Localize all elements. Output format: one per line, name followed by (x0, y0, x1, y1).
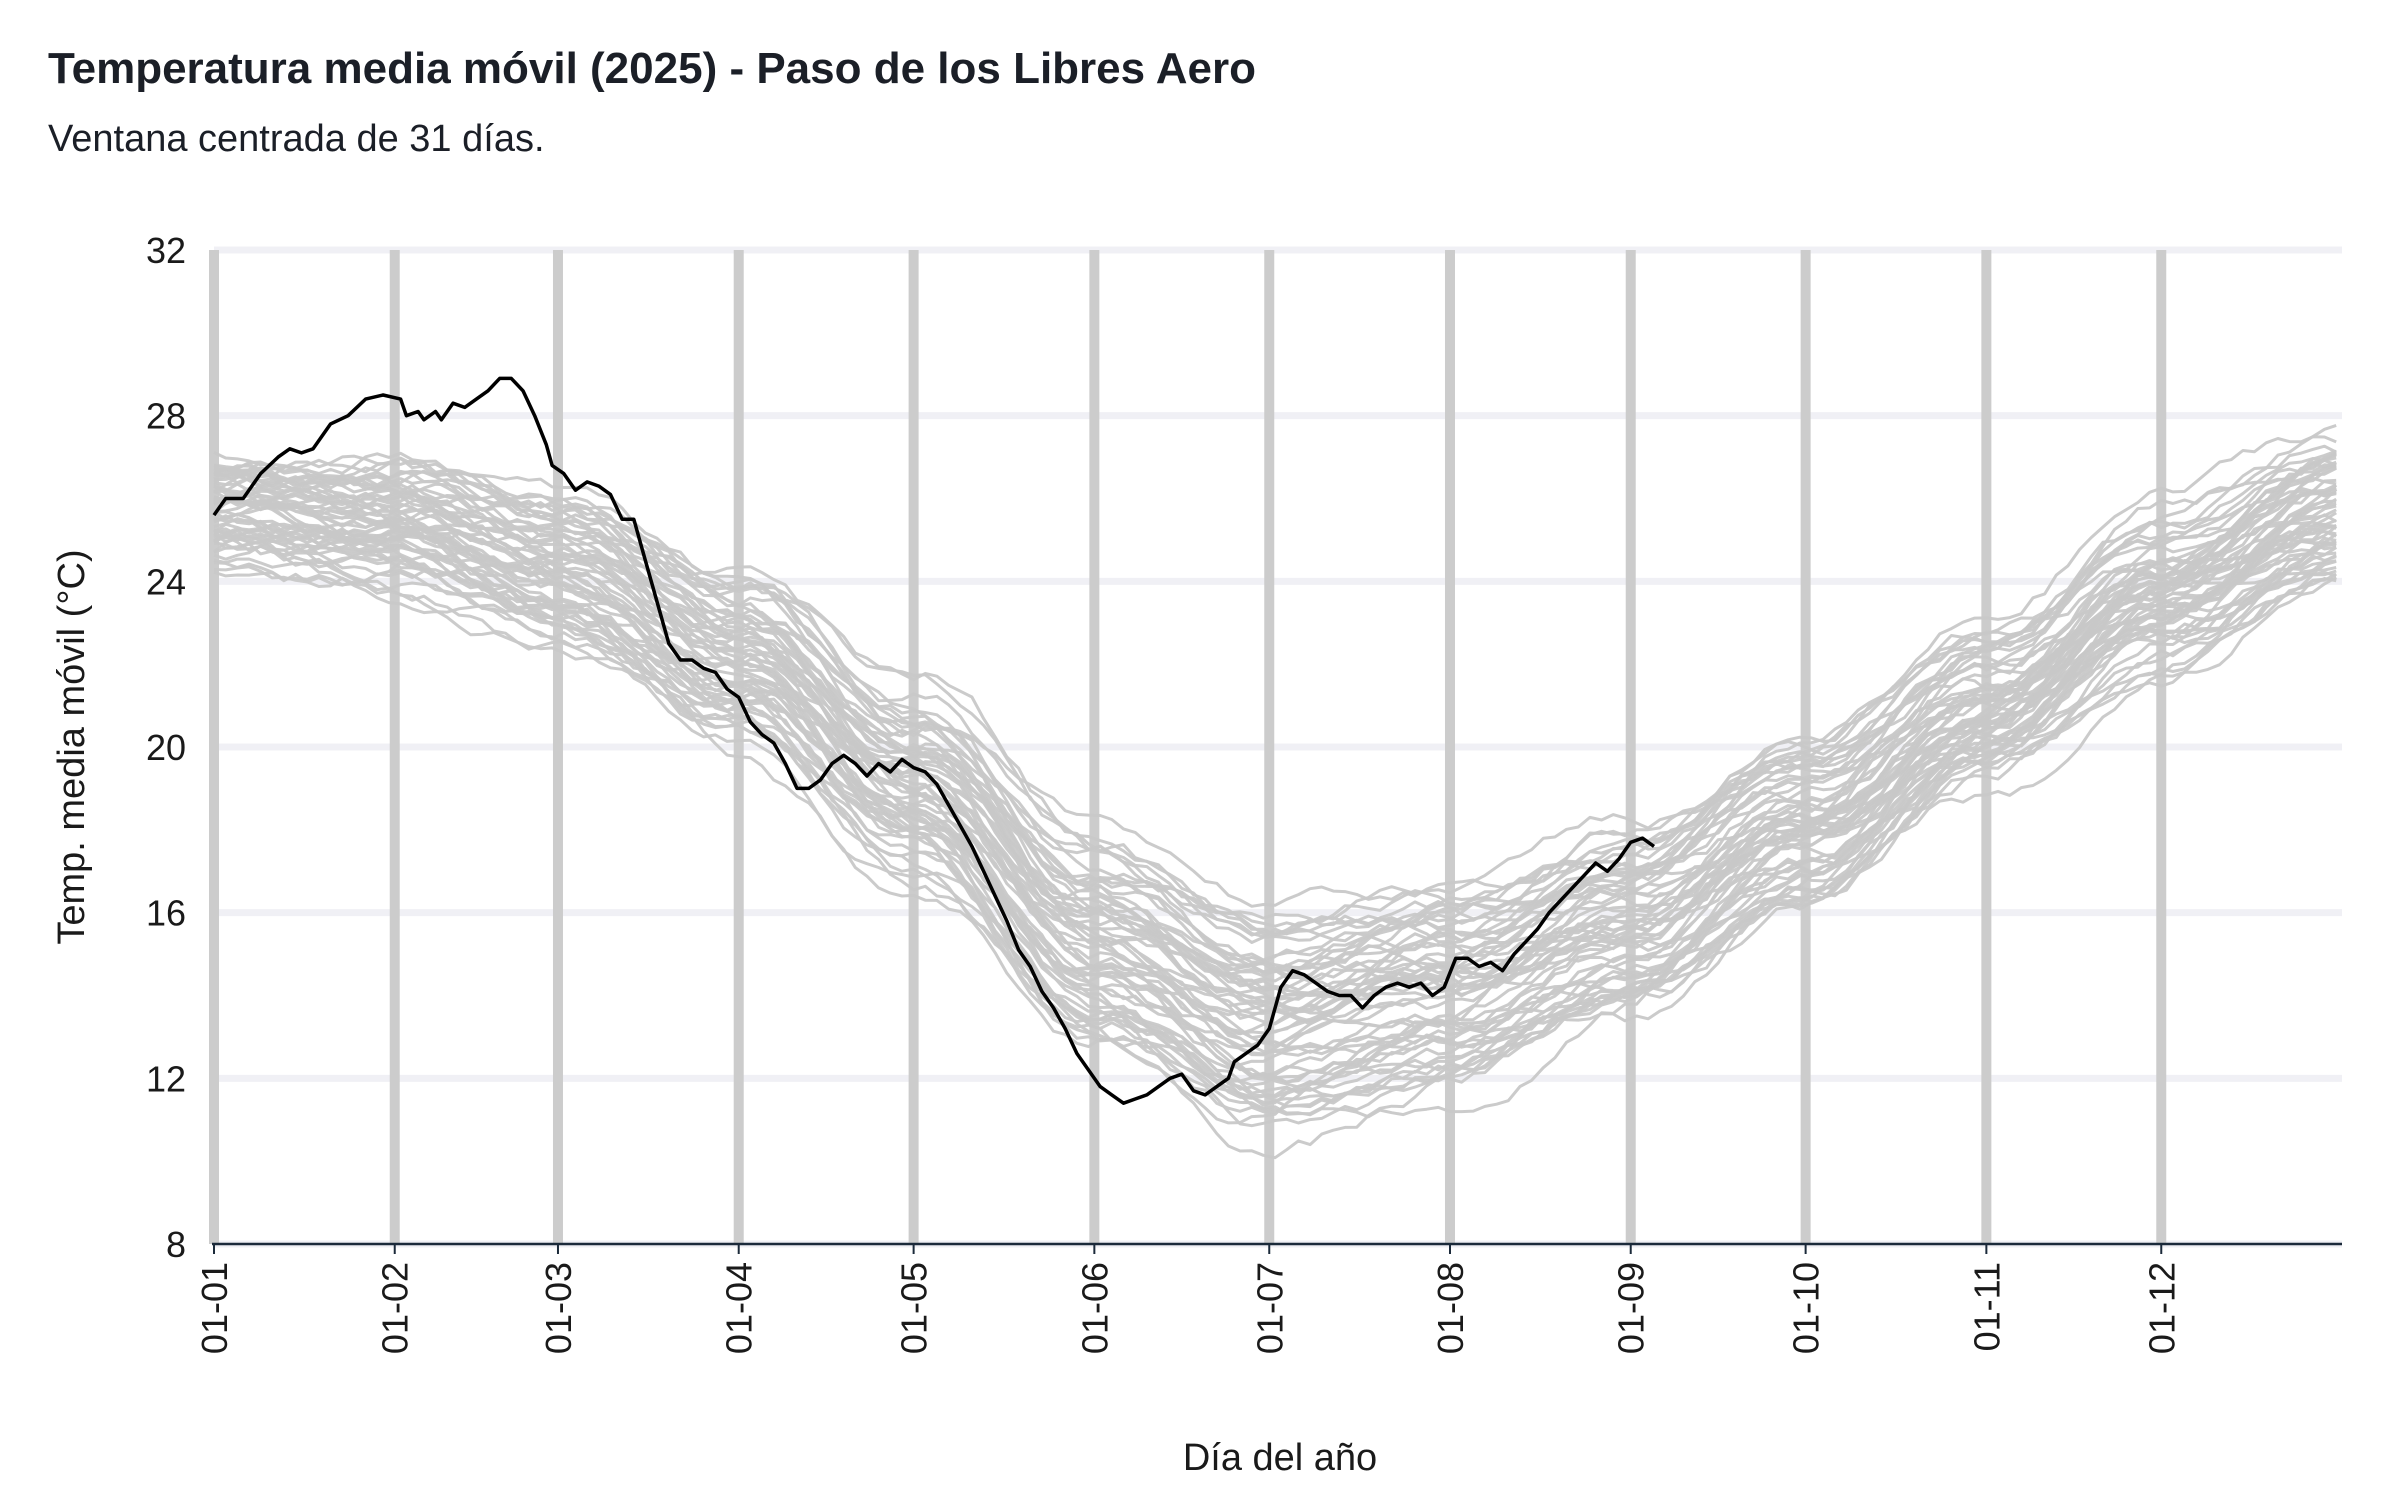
y-tick-label: 24 (146, 561, 186, 602)
historical-year-line (213, 486, 2337, 1089)
y-tick-label: 28 (146, 396, 186, 437)
x-tick-label: 01-05 (894, 1262, 935, 1354)
historical-year-line (213, 514, 2337, 1056)
x-tick-label: 01-10 (1786, 1262, 1827, 1354)
y-tick-label: 8 (166, 1224, 186, 1265)
y-tick-label: 16 (146, 893, 186, 934)
x-axis-label: Día del año (1183, 1437, 1377, 1479)
x-tick-label: 01-11 (1966, 1262, 2007, 1351)
highlight-series (212, 376, 1656, 1105)
historical-year-line (213, 522, 2337, 1087)
historical-year-line (213, 513, 2337, 1125)
x-tick-label: 01-12 (2141, 1262, 2182, 1354)
historical-year-line (213, 452, 2337, 908)
historical-year-line (213, 472, 2337, 1048)
y-tick-labels: 8 12 16 20 24 28 32 (146, 230, 186, 1265)
historical-year-line (213, 521, 2337, 1160)
chart-subtitle: Ventana centrada de 31 días. (48, 118, 545, 160)
historical-year-line (213, 449, 2337, 928)
historical-year-line (213, 459, 2337, 975)
historical-year-line (213, 456, 2337, 998)
x-tick-labels: 01-01 01-02 01-03 01-04 01-05 01-06 01-07 01-08… (194, 1262, 2182, 1354)
historical-year-line (213, 466, 2337, 1035)
y-axis-label: Temp. media móvil (°C) (51, 549, 93, 944)
y-tick-label: 32 (146, 230, 186, 271)
historical-year-line (213, 476, 2337, 983)
historical-year-line (213, 494, 2337, 1017)
historical-year-line (213, 495, 2337, 981)
historical-year-line (213, 508, 2337, 1116)
x-tick-label: 01-09 (1611, 1262, 1652, 1354)
historical-year-line (213, 475, 2337, 1100)
historical-year-line (213, 529, 2337, 1070)
chart-title: Temperatura media móvil (2025) - Paso de… (48, 44, 1256, 93)
historical-year-line (213, 522, 2337, 1102)
x-tick-label: 01-07 (1249, 1262, 1290, 1354)
series-2025-line (212, 376, 1656, 1105)
historical-year-line (213, 454, 2337, 970)
x-tick-label: 01-08 (1430, 1262, 1471, 1354)
historical-year-line (213, 444, 2337, 968)
x-tick-label: 01-01 (194, 1262, 235, 1354)
x-tick-label: 01-03 (538, 1262, 579, 1354)
x-tick-label: 01-02 (375, 1262, 416, 1354)
historical-year-line (213, 483, 2337, 1026)
x-tick-label: 01-06 (1074, 1262, 1115, 1354)
x-tick-label: 01-04 (719, 1262, 760, 1354)
historical-year-line (213, 489, 2337, 1128)
y-tick-label: 12 (146, 1058, 186, 1099)
historical-series (213, 423, 2338, 1160)
y-tick-label: 20 (146, 727, 186, 768)
